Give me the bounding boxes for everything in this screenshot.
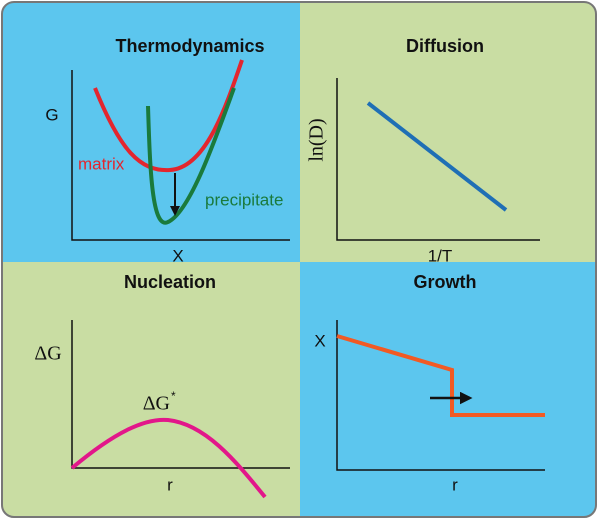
panel-bg — [300, 262, 596, 517]
panel-bg — [2, 262, 300, 517]
curve-label: matrix — [78, 154, 125, 173]
panel-title: Growth — [414, 272, 477, 292]
panel-title: Diffusion — [406, 36, 484, 56]
panel-title: Nucleation — [124, 272, 216, 292]
peak-label-sup: * — [171, 389, 176, 403]
axes — [336, 320, 545, 471]
x-label: X — [172, 246, 183, 265]
precipitate-curve — [146, 87, 236, 225]
x-label: r — [167, 475, 173, 494]
panel-bg — [300, 2, 596, 262]
axes — [71, 70, 290, 241]
x-label: r — [452, 475, 458, 494]
nucleation-curve — [70, 417, 267, 499]
panel-title: Thermodynamics — [115, 36, 264, 56]
growth-profile — [336, 334, 545, 417]
y-label: ln(D) — [306, 118, 328, 161]
y-label: ΔG — [34, 343, 61, 365]
x-label: 1/T — [428, 246, 453, 265]
axes — [336, 78, 540, 241]
y-label: G — [45, 105, 58, 124]
diffusion-line — [366, 101, 508, 212]
curve-label: precipitate — [205, 190, 283, 209]
y-label: X — [314, 331, 325, 350]
peak-label: ΔG — [143, 393, 170, 415]
panel-bg — [2, 2, 300, 262]
